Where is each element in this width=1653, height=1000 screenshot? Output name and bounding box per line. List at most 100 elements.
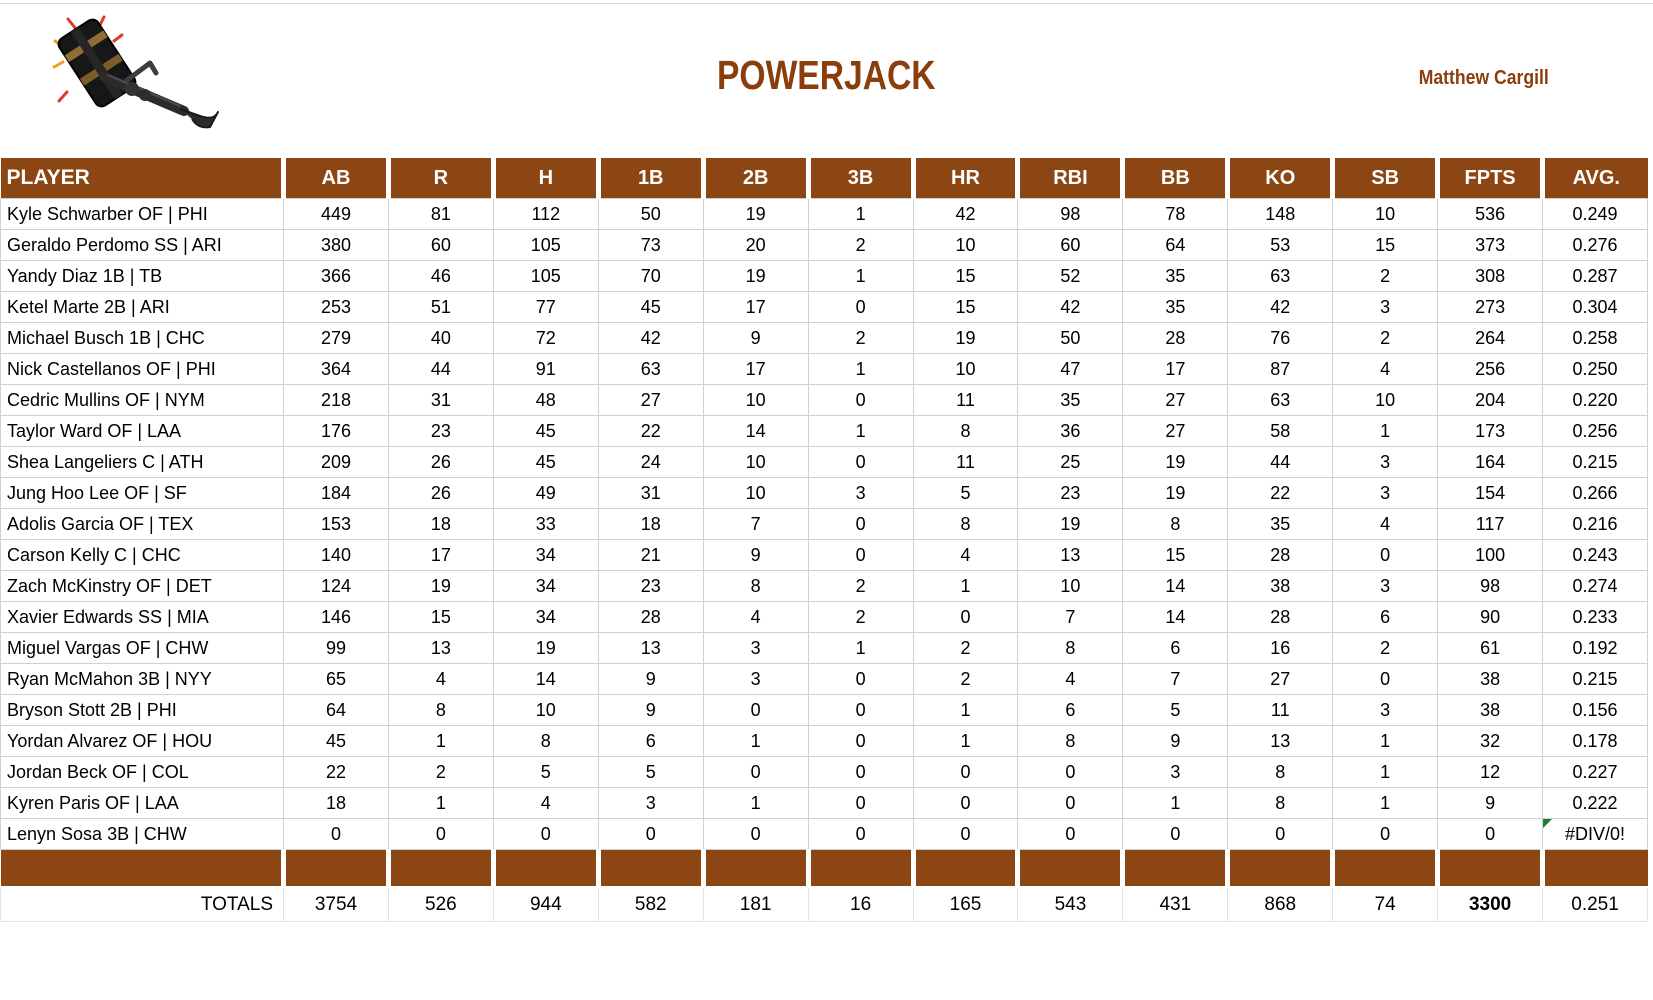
column-header-h[interactable]: H bbox=[490, 158, 599, 199]
stat-cell-hr[interactable]: 19 bbox=[912, 322, 1019, 354]
stat-cell-h[interactable]: 49 bbox=[492, 477, 599, 509]
stat-cell-ab[interactable]: 184 bbox=[283, 477, 389, 509]
column-header-ab[interactable]: AB bbox=[281, 158, 389, 199]
stat-cell-hr[interactable]: 1 bbox=[912, 694, 1019, 726]
stat-cell-h[interactable]: 45 bbox=[492, 415, 599, 447]
stat-cell-1b[interactable]: 9 bbox=[597, 663, 704, 695]
stat-cell-hr[interactable]: 8 bbox=[912, 508, 1019, 540]
column-header-hr[interactable]: HR bbox=[910, 158, 1018, 199]
stat-cell-rbi[interactable]: 4 bbox=[1017, 663, 1124, 695]
stat-cell-3b[interactable]: 0 bbox=[807, 663, 914, 695]
stat-cell-r[interactable]: 81 bbox=[387, 198, 494, 230]
stat-cell-r[interactable]: 2 bbox=[387, 756, 494, 788]
player-cell[interactable]: Cedric Mullins OF | NYM bbox=[0, 384, 284, 416]
stat-cell-fpts[interactable]: 154 bbox=[1437, 477, 1544, 509]
stat-cell-ko[interactable]: 22 bbox=[1227, 477, 1334, 509]
stat-cell-avg[interactable]: 0.304 bbox=[1542, 291, 1648, 323]
stat-cell-sb[interactable]: 1 bbox=[1332, 725, 1439, 757]
player-cell[interactable]: Kyren Paris OF | LAA bbox=[0, 787, 284, 819]
stat-cell-hr[interactable]: 0 bbox=[912, 601, 1019, 633]
stat-cell-ab[interactable]: 140 bbox=[283, 539, 389, 571]
stat-cell-avg[interactable]: 0.220 bbox=[1542, 384, 1648, 416]
totals-cell-ab[interactable]: 3754 bbox=[283, 886, 389, 922]
stat-cell-r[interactable]: 4 bbox=[387, 663, 494, 695]
totals-cell-r[interactable]: 526 bbox=[387, 886, 494, 922]
stat-cell-avg[interactable]: #DIV/0! bbox=[1542, 818, 1648, 850]
stat-cell-1b[interactable]: 23 bbox=[597, 570, 704, 602]
totals-cell-hr[interactable]: 165 bbox=[912, 886, 1019, 922]
stat-cell-ab[interactable]: 364 bbox=[283, 353, 389, 385]
stat-cell-hr[interactable]: 42 bbox=[912, 198, 1019, 230]
stat-cell-r[interactable]: 18 bbox=[387, 508, 494, 540]
stat-cell-rbi[interactable]: 23 bbox=[1017, 477, 1124, 509]
stat-cell-rbi[interactable]: 60 bbox=[1017, 229, 1124, 261]
stat-cell-3b[interactable]: 0 bbox=[807, 787, 914, 819]
stat-cell-2b[interactable]: 17 bbox=[702, 353, 809, 385]
stat-cell-rbi[interactable]: 35 bbox=[1017, 384, 1124, 416]
stat-cell-r[interactable]: 31 bbox=[387, 384, 494, 416]
stat-cell-r[interactable]: 17 bbox=[387, 539, 494, 571]
stat-cell-r[interactable]: 40 bbox=[387, 322, 494, 354]
stat-cell-r[interactable]: 8 bbox=[387, 694, 494, 726]
stat-cell-ko[interactable]: 28 bbox=[1227, 539, 1334, 571]
stat-cell-avg[interactable]: 0.256 bbox=[1542, 415, 1648, 447]
stat-cell-sb[interactable]: 3 bbox=[1332, 446, 1439, 478]
stat-cell-1b[interactable]: 9 bbox=[597, 694, 704, 726]
stat-cell-1b[interactable]: 6 bbox=[597, 725, 704, 757]
stat-cell-rbi[interactable]: 36 bbox=[1017, 415, 1124, 447]
stat-cell-ko[interactable]: 58 bbox=[1227, 415, 1334, 447]
stat-cell-avg[interactable]: 0.266 bbox=[1542, 477, 1648, 509]
stat-cell-3b[interactable]: 0 bbox=[807, 694, 914, 726]
stat-cell-3b[interactable]: 0 bbox=[807, 291, 914, 323]
stat-cell-h[interactable]: 33 bbox=[492, 508, 599, 540]
stat-cell-rbi[interactable]: 8 bbox=[1017, 725, 1124, 757]
player-cell[interactable]: Taylor Ward OF | LAA bbox=[0, 415, 284, 447]
stat-cell-ko[interactable]: 8 bbox=[1227, 787, 1334, 819]
player-cell[interactable]: Nick Castellanos OF | PHI bbox=[0, 353, 284, 385]
stat-cell-bb[interactable]: 27 bbox=[1122, 384, 1229, 416]
stat-cell-ab[interactable]: 279 bbox=[283, 322, 389, 354]
column-header-fpts[interactable]: FPTS bbox=[1435, 158, 1543, 199]
column-header-player[interactable]: PLAYER bbox=[0, 158, 284, 199]
player-cell[interactable]: Kyle Schwarber OF | PHI bbox=[0, 198, 284, 230]
stat-cell-h[interactable]: 112 bbox=[492, 198, 599, 230]
stat-cell-fpts[interactable]: 9 bbox=[1437, 787, 1544, 819]
stat-cell-sb[interactable]: 15 bbox=[1332, 229, 1439, 261]
stat-cell-1b[interactable]: 42 bbox=[597, 322, 704, 354]
column-header-3b[interactable]: 3B bbox=[805, 158, 914, 199]
stat-cell-3b[interactable]: 0 bbox=[807, 384, 914, 416]
stat-cell-1b[interactable]: 63 bbox=[597, 353, 704, 385]
stat-cell-sb[interactable]: 0 bbox=[1332, 539, 1439, 571]
stat-cell-1b[interactable]: 21 bbox=[597, 539, 704, 571]
stat-cell-avg[interactable]: 0.215 bbox=[1542, 663, 1648, 695]
stat-cell-avg[interactable]: 0.178 bbox=[1542, 725, 1648, 757]
stat-cell-ko[interactable]: 53 bbox=[1227, 229, 1334, 261]
stat-cell-1b[interactable]: 31 bbox=[597, 477, 704, 509]
stat-cell-h[interactable]: 8 bbox=[492, 725, 599, 757]
stat-cell-ko[interactable]: 87 bbox=[1227, 353, 1334, 385]
stat-cell-fpts[interactable]: 12 bbox=[1437, 756, 1544, 788]
column-header-sb[interactable]: SB bbox=[1330, 158, 1438, 199]
stat-cell-2b[interactable]: 1 bbox=[702, 725, 809, 757]
stat-cell-rbi[interactable]: 0 bbox=[1017, 818, 1124, 850]
stat-cell-2b[interactable]: 8 bbox=[702, 570, 809, 602]
stat-cell-bb[interactable]: 35 bbox=[1122, 260, 1229, 292]
player-cell[interactable]: Ryan McMahon 3B | NYY bbox=[0, 663, 284, 695]
stat-cell-avg[interactable]: 0.258 bbox=[1542, 322, 1648, 354]
stat-cell-r[interactable]: 60 bbox=[387, 229, 494, 261]
stat-cell-h[interactable]: 91 bbox=[492, 353, 599, 385]
stat-cell-3b[interactable]: 1 bbox=[807, 632, 914, 664]
stat-cell-r[interactable]: 44 bbox=[387, 353, 494, 385]
stat-cell-fpts[interactable]: 204 bbox=[1437, 384, 1544, 416]
stat-cell-1b[interactable]: 5 bbox=[597, 756, 704, 788]
stat-cell-bb[interactable]: 14 bbox=[1122, 601, 1229, 633]
stat-cell-h[interactable]: 34 bbox=[492, 539, 599, 571]
totals-cell-1b[interactable]: 582 bbox=[597, 886, 704, 922]
player-cell[interactable]: Geraldo Perdomo SS | ARI bbox=[0, 229, 284, 261]
stat-cell-2b[interactable]: 10 bbox=[702, 477, 809, 509]
stat-cell-2b[interactable]: 14 bbox=[702, 415, 809, 447]
stat-cell-rbi[interactable]: 10 bbox=[1017, 570, 1124, 602]
stat-cell-r[interactable]: 15 bbox=[387, 601, 494, 633]
stat-cell-hr[interactable]: 1 bbox=[912, 570, 1019, 602]
stat-cell-h[interactable]: 105 bbox=[492, 260, 599, 292]
